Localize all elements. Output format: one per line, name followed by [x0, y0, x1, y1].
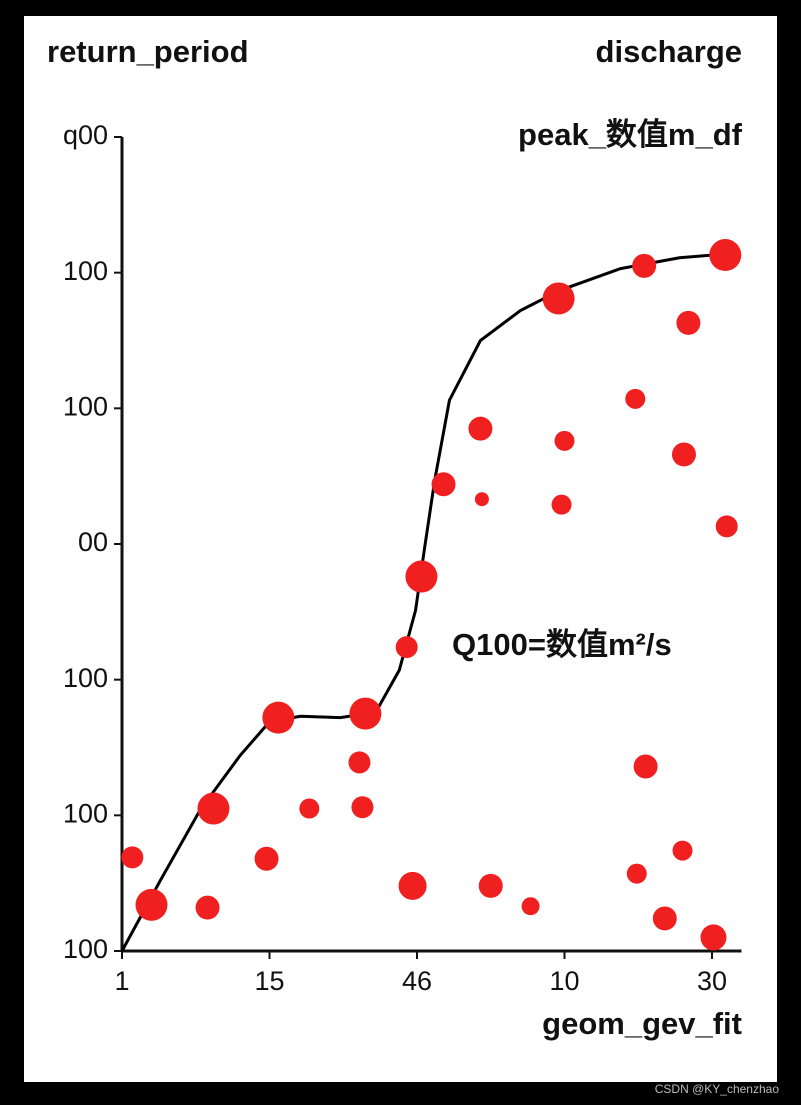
point	[474, 492, 489, 507]
point	[348, 751, 371, 774]
x-tick-label: 15	[254, 966, 284, 996]
watermark: CSDN @KY_chenzhao	[655, 1082, 780, 1096]
point	[254, 846, 279, 871]
point	[349, 697, 382, 730]
point	[398, 871, 427, 900]
y-tick-label: 100	[63, 663, 108, 693]
point	[672, 840, 693, 861]
y-axis-label: return_period	[47, 34, 249, 69]
x-tick-label: 46	[402, 966, 432, 996]
point	[195, 895, 220, 920]
y-tick-label: 100	[63, 256, 108, 286]
fit-label: geom_gev_fit	[542, 1006, 742, 1041]
chart-title: discharge	[596, 34, 742, 69]
point	[676, 310, 701, 335]
point	[551, 494, 572, 515]
point	[262, 701, 295, 734]
x-tick-label: 1	[114, 966, 129, 996]
point	[554, 430, 575, 451]
annotation: Q100=数值m²/s	[452, 627, 672, 662]
x-tick-label: 30	[697, 966, 727, 996]
point	[652, 906, 677, 931]
point	[395, 636, 418, 659]
subtitle: peak_数值m_df	[518, 117, 743, 152]
y-tick-label: 100	[63, 934, 108, 964]
point	[626, 863, 647, 884]
point	[715, 515, 738, 538]
point	[542, 282, 575, 315]
point	[121, 846, 144, 869]
point	[351, 796, 374, 819]
point	[709, 239, 742, 272]
point	[197, 792, 230, 825]
y-tick-label: q00	[63, 120, 108, 150]
point	[468, 416, 493, 441]
point	[478, 873, 503, 898]
point	[671, 442, 696, 467]
point	[625, 388, 646, 409]
point	[405, 560, 438, 593]
y-tick-label: 100	[63, 798, 108, 828]
point	[632, 253, 657, 278]
point	[633, 754, 658, 779]
point	[431, 472, 456, 497]
y-tick-label: 00	[78, 527, 108, 557]
point	[700, 924, 727, 951]
point	[299, 798, 320, 819]
y-tick-label: 100	[63, 391, 108, 421]
x-tick-label: 10	[549, 966, 579, 996]
point	[135, 888, 168, 921]
point	[521, 897, 540, 916]
